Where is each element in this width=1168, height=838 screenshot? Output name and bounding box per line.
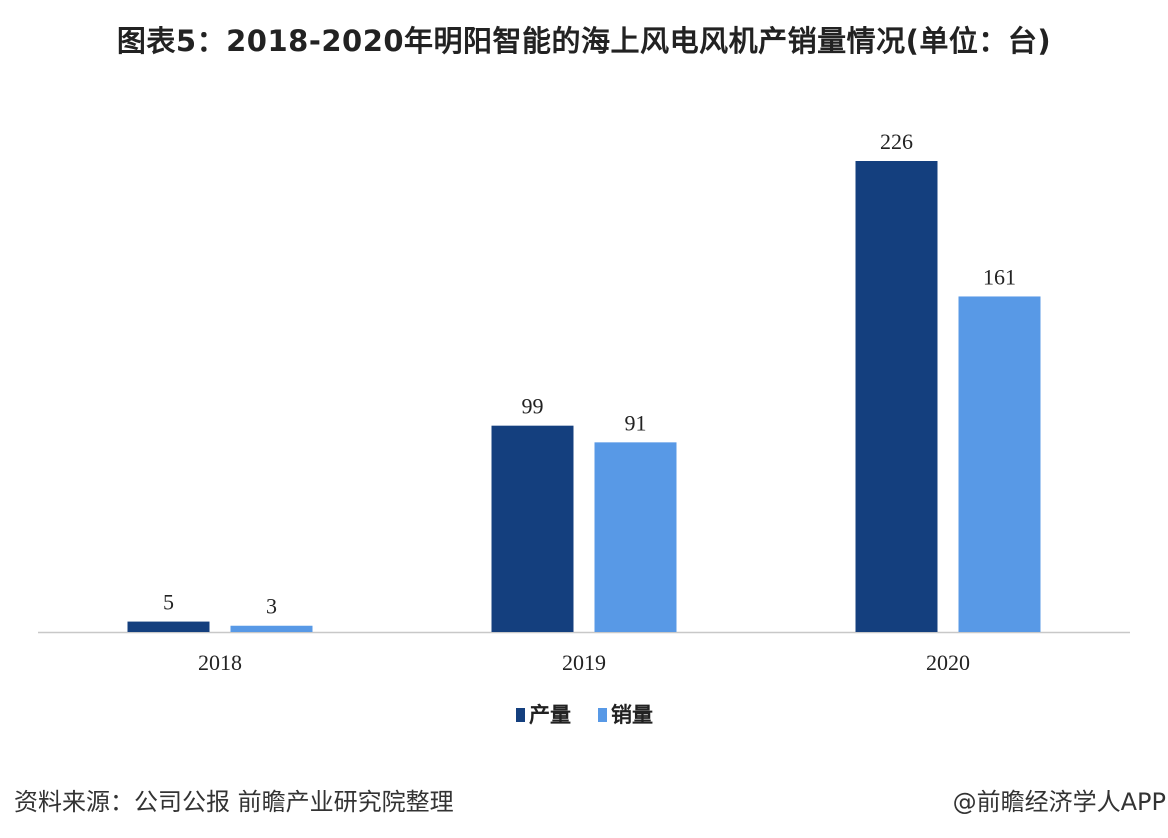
legend-label: 产量 (529, 703, 571, 727)
bar-2020-0 (855, 161, 938, 632)
x-tick-label: 2018 (198, 650, 242, 675)
bar-chart: 2018 5 3 2019 99 91 2020 226 161 产量 销量 (38, 129, 1130, 727)
data-label: 91 (625, 410, 647, 435)
bar-2019-0 (491, 425, 574, 632)
credit-note: @前瞻经济学人APP (952, 788, 1166, 816)
legend-swatch (598, 708, 607, 722)
source-note: 资料来源：公司公报 前瞻产业研究院整理 (14, 788, 454, 816)
data-label: 3 (266, 594, 277, 619)
data-label: 226 (880, 129, 913, 154)
chart-title: 图表5：2018-2020年明阳智能的海上风电风机产销量情况(单位：台) (116, 24, 1052, 58)
bar-2020-1 (958, 296, 1041, 632)
data-label: 5 (163, 590, 174, 615)
legend-swatch (516, 708, 525, 722)
bar-2018-1 (230, 625, 313, 632)
bar-2018-0 (127, 621, 210, 632)
bar-2019-1 (594, 442, 677, 632)
data-label: 99 (522, 394, 544, 419)
data-label: 161 (983, 264, 1016, 289)
legend-label: 销量 (611, 703, 653, 727)
x-tick-label: 2020 (926, 650, 970, 675)
x-tick-label: 2019 (562, 650, 606, 675)
